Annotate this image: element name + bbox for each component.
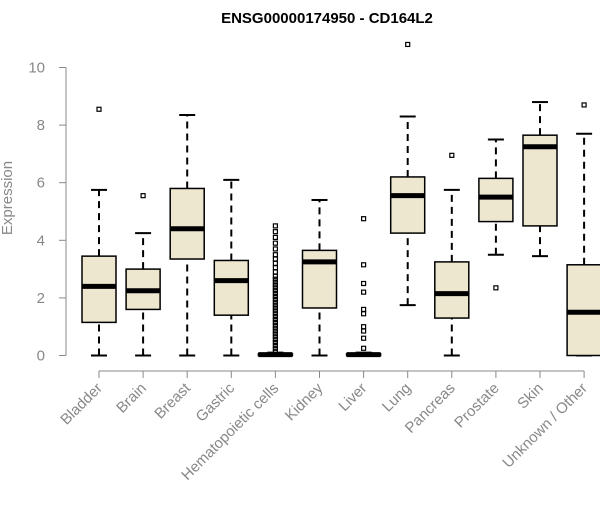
- outlier-point: [272, 334, 278, 340]
- box-gastric: [213, 178, 250, 357]
- outlier-point: [272, 223, 278, 229]
- outlier-point: [272, 325, 278, 331]
- outlier-point: [272, 290, 278, 297]
- outlier-point: [272, 265, 278, 271]
- outlier-point: [272, 319, 278, 325]
- box-iqr: [522, 134, 558, 227]
- outlier-point: [361, 289, 367, 295]
- y-axis-label: Expression: [0, 161, 16, 235]
- box-iqr: [81, 255, 117, 324]
- box-breast: [169, 114, 205, 357]
- box-bladder: [81, 106, 117, 357]
- outlier-point: [272, 288, 278, 294]
- outlier-point: [272, 316, 278, 323]
- outlier-point: [405, 41, 411, 48]
- y-tick-label: 0: [37, 348, 45, 365]
- outlier-point: [361, 216, 367, 222]
- outlier-point: [361, 345, 367, 351]
- outlier-point: [449, 152, 455, 158]
- outlier-point: [361, 328, 367, 334]
- x-tick-label: Bladder: [57, 380, 106, 429]
- x-tick-label: Lung: [379, 380, 415, 416]
- outlier-point: [272, 299, 278, 305]
- outlier-point: [272, 296, 278, 302]
- outlier-point: [272, 234, 278, 241]
- box-kidney: [301, 198, 338, 357]
- outlier-point: [272, 339, 278, 346]
- box-pancreas: [434, 152, 470, 357]
- outlier-point: [272, 293, 278, 300]
- outlier-point: [272, 246, 278, 252]
- outlier-point: [272, 260, 278, 266]
- box-prostate: [478, 138, 514, 291]
- x-tick-label: Skin: [514, 380, 547, 413]
- outlier-point: [272, 256, 278, 262]
- box-brain: [125, 193, 161, 357]
- outlier-point: [272, 229, 278, 235]
- outlier-point: [272, 252, 278, 258]
- x-tick-label: Kidney: [282, 379, 327, 424]
- outlier-point: [272, 328, 278, 334]
- outlier-point: [272, 308, 278, 314]
- outlier-point: [272, 337, 278, 343]
- y-tick-label: 8: [37, 117, 45, 134]
- x-tick-label: Liver: [335, 380, 370, 415]
- box-iqr: [169, 187, 205, 260]
- outlier-point: [272, 331, 278, 337]
- outlier-point: [272, 348, 278, 354]
- box-series: [81, 41, 600, 358]
- outlier-point: [272, 269, 278, 275]
- box-liver: [345, 216, 382, 358]
- outlier-point: [140, 193, 146, 199]
- box-iqr: [389, 176, 426, 234]
- outlier-point: [272, 305, 278, 311]
- outlier-point: [96, 106, 102, 112]
- outlier-point: [272, 276, 278, 282]
- box-skin: [522, 101, 558, 258]
- outlier-point: [272, 282, 278, 288]
- y-tick-label: 6: [37, 175, 45, 192]
- outlier-point: [581, 102, 587, 108]
- outlier-point: [272, 322, 278, 328]
- outlier-point: [361, 335, 367, 341]
- outlier-point: [272, 314, 278, 320]
- y-tick-label: 4: [37, 232, 45, 249]
- outlier-point: [493, 285, 499, 291]
- box-hematopoietic-cells: [257, 223, 294, 358]
- chart-title: ENSG00000174950 - CD164L2: [221, 10, 433, 27]
- outlier-point: [361, 262, 367, 268]
- outlier-point: [361, 280, 367, 287]
- x-tick-label: Unknown / Other: [499, 380, 591, 472]
- box-iqr: [213, 259, 250, 316]
- outlier-point: [272, 342, 278, 349]
- outlier-point: [272, 302, 278, 308]
- outlier-point: [361, 306, 367, 313]
- y-axis: 0 2 4 6 8 10: [28, 60, 67, 365]
- x-tick-label: Breast: [151, 379, 194, 422]
- box-iqr: [434, 261, 470, 319]
- x-tick-label: Prostate: [451, 380, 503, 432]
- box-iqr: [301, 249, 338, 309]
- outlier-point: [272, 311, 278, 317]
- outlier-point: [361, 311, 367, 317]
- y-tick-label: 2: [37, 290, 45, 307]
- outlier-point: [361, 324, 367, 330]
- outlier-point: [272, 285, 278, 291]
- box-unknown-other: [566, 102, 600, 357]
- box-lung: [389, 41, 426, 307]
- y-tick-label: 10: [28, 60, 45, 77]
- x-tick-label: Brain: [113, 380, 150, 417]
- outlier-point: [272, 279, 278, 285]
- box-iqr: [478, 177, 514, 223]
- outlier-point: [272, 345, 278, 351]
- outlier-point: [272, 240, 278, 246]
